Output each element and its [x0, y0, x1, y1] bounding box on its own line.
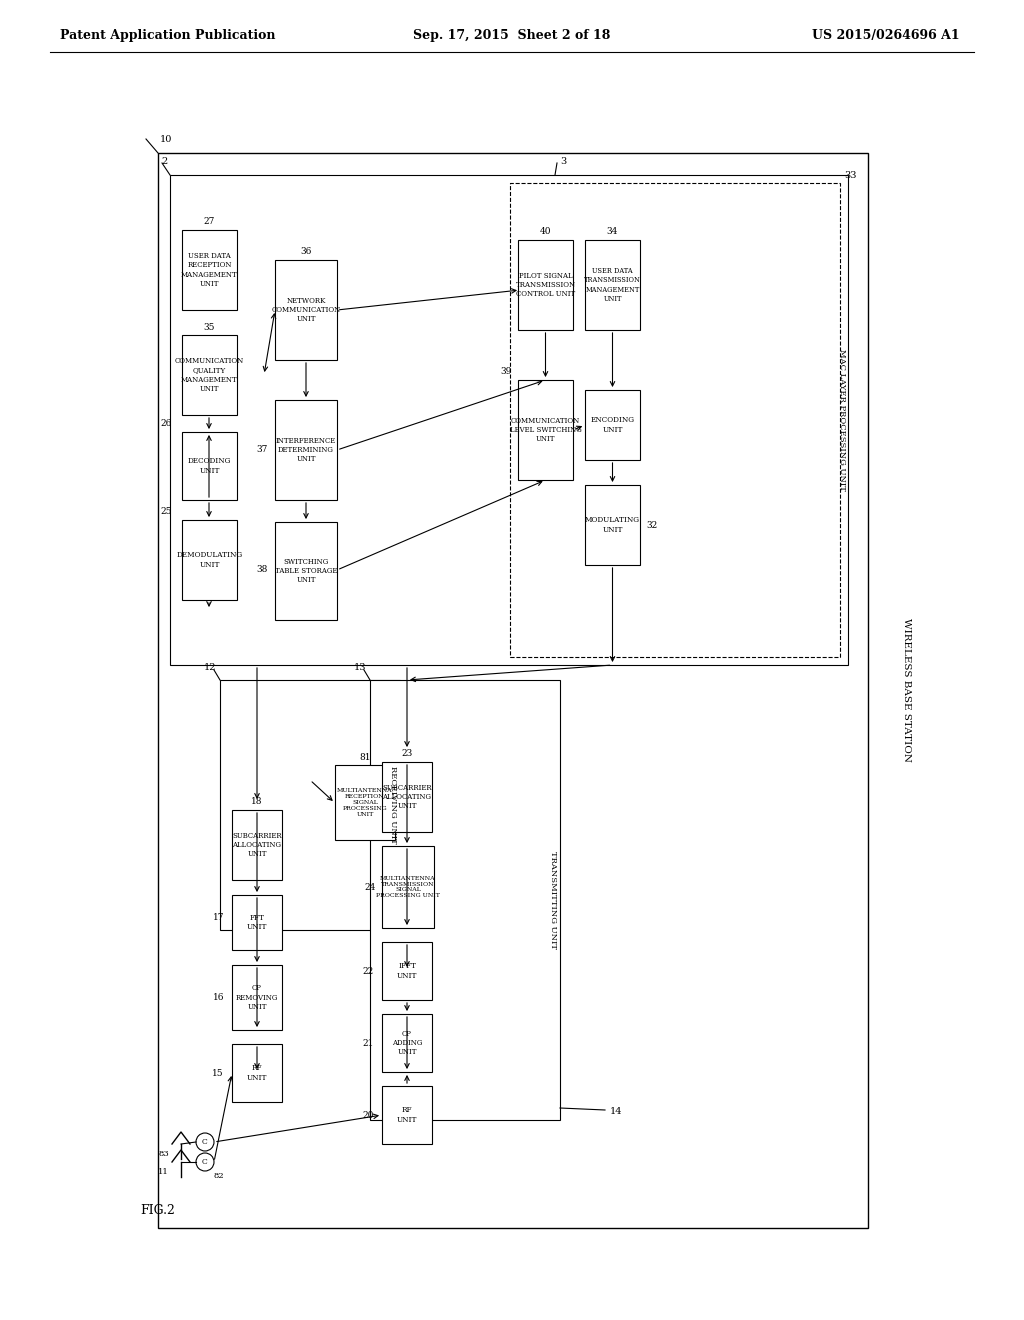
Text: ENCODING
UNIT: ENCODING UNIT	[591, 416, 635, 433]
Text: 12: 12	[204, 664, 216, 672]
Text: CP
REMOVING
UNIT: CP REMOVING UNIT	[236, 985, 279, 1011]
Bar	[585, 240, 640, 330]
Bar	[170, 176, 848, 665]
Bar	[232, 1044, 282, 1102]
Bar	[382, 942, 432, 1001]
Bar	[518, 240, 573, 330]
Text: MODULATING
UNIT: MODULATING UNIT	[585, 516, 640, 533]
Text: 34: 34	[607, 227, 618, 236]
Text: 81: 81	[359, 754, 371, 763]
Text: 40: 40	[540, 227, 551, 236]
Text: 3: 3	[560, 157, 566, 165]
Bar	[275, 400, 337, 500]
Text: 38: 38	[257, 565, 268, 574]
Bar	[182, 432, 237, 500]
Bar	[585, 389, 640, 459]
Text: MULTIANTENNA
RECEPTION
SIGNAL
PROCESSING
UNIT: MULTIANTENNA RECEPTION SIGNAL PROCESSING…	[337, 788, 393, 817]
Bar	[182, 520, 237, 601]
Text: 35: 35	[204, 322, 215, 331]
Text: 20: 20	[362, 1110, 374, 1119]
Text: INTERFERENCE
DETERMINING
UNIT: INTERFERENCE DETERMINING UNIT	[275, 437, 336, 463]
Bar	[335, 766, 395, 840]
Text: COMMUNICATION
QUALITY
MANAGEMENT
UNIT: COMMUNICATION QUALITY MANAGEMENT UNIT	[175, 358, 244, 393]
Bar	[220, 680, 400, 931]
Text: CP
ADDING
UNIT: CP ADDING UNIT	[392, 1030, 422, 1056]
Text: DECODING
UNIT: DECODING UNIT	[187, 458, 231, 475]
Text: 26: 26	[161, 420, 172, 429]
Bar	[158, 153, 868, 1228]
Text: 32: 32	[646, 520, 657, 529]
Text: Sep. 17, 2015  Sheet 2 of 18: Sep. 17, 2015 Sheet 2 of 18	[414, 29, 610, 41]
Bar	[382, 1014, 432, 1072]
Text: 39: 39	[501, 367, 512, 376]
Text: NETWORK
COMMUNICATION
UNIT: NETWORK COMMUNICATION UNIT	[271, 297, 341, 323]
Text: COMMUNICATION
LEVEL SWITCHING
UNIT: COMMUNICATION LEVEL SWITCHING UNIT	[510, 417, 582, 444]
Bar	[518, 380, 573, 480]
Text: RF
UNIT: RF UNIT	[397, 1106, 417, 1123]
Bar	[182, 230, 237, 310]
Text: MULTIANTENNA
TRANSMISSION
SIGNAL
PROCESSING UNIT: MULTIANTENNA TRANSMISSION SIGNAL PROCESS…	[376, 875, 440, 898]
Text: 21: 21	[362, 1039, 374, 1048]
Text: RF
UNIT: RF UNIT	[247, 1064, 267, 1081]
Text: Patent Application Publication: Patent Application Publication	[60, 29, 275, 41]
Text: 15: 15	[212, 1068, 224, 1077]
Text: MAC LAYER PROCESSING UNIT: MAC LAYER PROCESSING UNIT	[838, 348, 846, 491]
Text: 22: 22	[362, 966, 374, 975]
Text: 18: 18	[251, 797, 263, 807]
Text: RECEIVING UNIT: RECEIVING UNIT	[389, 766, 397, 843]
Bar	[382, 846, 434, 928]
Text: 37: 37	[257, 446, 268, 454]
Bar	[585, 484, 640, 565]
Text: PILOT SIGNAL
TRANSMISSION
CONTROL UNIT: PILOT SIGNAL TRANSMISSION CONTROL UNIT	[515, 272, 575, 298]
Text: 82: 82	[213, 1172, 223, 1180]
Bar	[382, 1086, 432, 1144]
Text: USER DATA
RECEPTION
MANAGEMENT
UNIT: USER DATA RECEPTION MANAGEMENT UNIT	[181, 252, 238, 288]
Bar	[370, 680, 560, 1119]
Text: 17: 17	[213, 913, 224, 923]
Text: 16: 16	[213, 994, 224, 1002]
Text: TRANSMITTING UNIT: TRANSMITTING UNIT	[549, 851, 557, 949]
Text: 27: 27	[204, 218, 215, 227]
Text: 33: 33	[844, 170, 856, 180]
Text: 11: 11	[159, 1168, 169, 1176]
Text: SUBCARRIER
ALLOCATING
UNIT: SUBCARRIER ALLOCATING UNIT	[382, 784, 432, 810]
Text: USER DATA
TRANSMISSION
MANAGEMENT
UNIT: USER DATA TRANSMISSION MANAGEMENT UNIT	[584, 267, 641, 302]
Text: WIRELESS BASE STATION: WIRELESS BASE STATION	[901, 619, 910, 763]
Text: FFT
UNIT: FFT UNIT	[247, 913, 267, 931]
Bar	[510, 183, 840, 657]
Bar	[182, 335, 237, 414]
Text: SWITCHING
TABLE STORAGE
UNIT: SWITCHING TABLE STORAGE UNIT	[274, 558, 337, 585]
Bar	[232, 895, 282, 950]
Text: DEMODULATING
UNIT: DEMODULATING UNIT	[176, 552, 243, 569]
Text: 13: 13	[353, 664, 366, 672]
Bar	[232, 810, 282, 880]
Text: IFFT
UNIT: IFFT UNIT	[397, 962, 417, 979]
Text: C: C	[202, 1158, 208, 1166]
Text: SUBCARRIER
ALLOCATING
UNIT: SUBCARRIER ALLOCATING UNIT	[232, 832, 282, 858]
Text: US 2015/0264696 A1: US 2015/0264696 A1	[812, 29, 961, 41]
Bar	[275, 521, 337, 620]
Text: 83: 83	[159, 1150, 169, 1158]
Text: 23: 23	[401, 750, 413, 759]
Text: 25: 25	[161, 507, 172, 516]
Text: C: C	[202, 1138, 208, 1146]
Text: 36: 36	[300, 248, 311, 256]
Text: 10: 10	[160, 135, 172, 144]
Bar	[232, 965, 282, 1030]
Text: 24: 24	[365, 883, 376, 891]
Text: 14: 14	[610, 1107, 623, 1117]
Bar	[275, 260, 337, 360]
Text: FIG.2: FIG.2	[140, 1204, 175, 1217]
Bar	[382, 762, 432, 832]
Text: 2: 2	[162, 157, 168, 165]
